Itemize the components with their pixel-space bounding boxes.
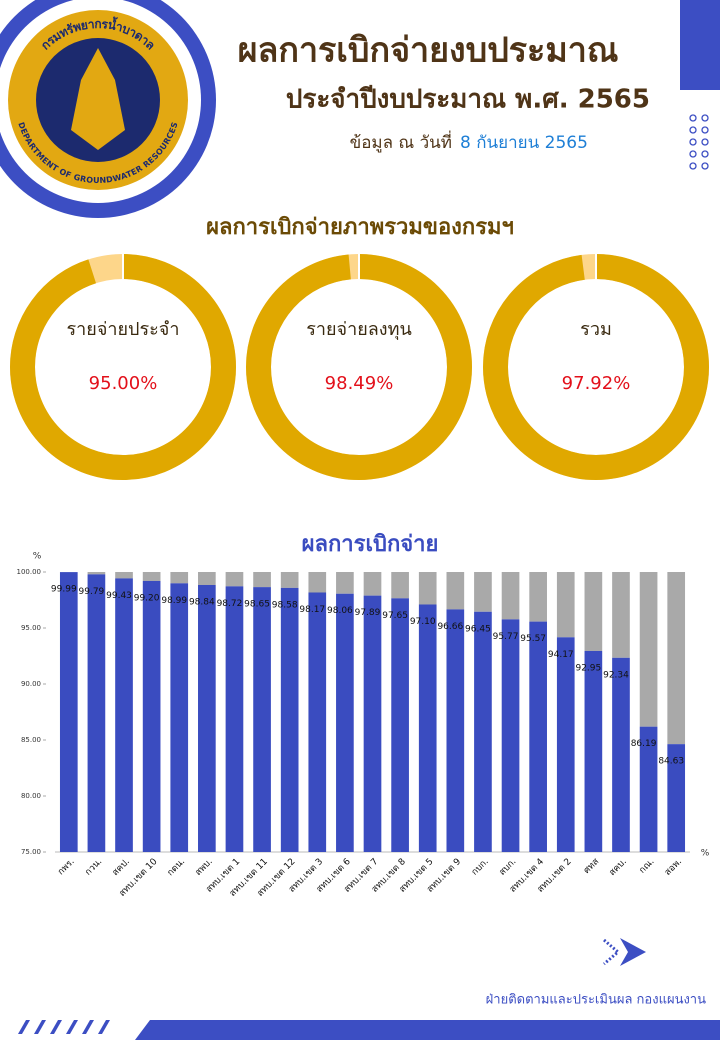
bar bbox=[556, 637, 575, 852]
bar-background bbox=[87, 572, 106, 575]
donut-label: รายจ่ายประจำ bbox=[67, 319, 180, 340]
data-label: 98.58 bbox=[272, 600, 298, 610]
y-tick-label: 100.00 bbox=[17, 568, 42, 576]
data-label: 98.72 bbox=[217, 599, 243, 609]
bar bbox=[446, 609, 465, 852]
data-label: 86.19 bbox=[631, 739, 657, 749]
y-tick-label: 75.00 bbox=[21, 848, 41, 856]
bar bbox=[170, 583, 189, 852]
donut-value: 95.00% bbox=[89, 373, 158, 394]
data-label: 99.79 bbox=[79, 587, 105, 597]
bar bbox=[474, 611, 492, 852]
bar bbox=[612, 657, 630, 852]
bar bbox=[639, 726, 658, 852]
data-label: 97.65 bbox=[382, 611, 408, 621]
bar-background bbox=[253, 572, 271, 588]
bar bbox=[308, 592, 327, 852]
data-label: 95.57 bbox=[520, 634, 546, 644]
section-title: ผลการเบิกจ่ายภาพรวมของกรมฯ bbox=[206, 215, 514, 240]
donut-value: 97.92% bbox=[562, 373, 631, 394]
data-label: 97.10 bbox=[410, 617, 436, 627]
bar-background bbox=[198, 572, 216, 585]
footer-text: ฝ่ายติดตามและประเมินผล กองแผนงาน bbox=[486, 993, 706, 1008]
bar bbox=[225, 586, 244, 852]
bar-background bbox=[446, 572, 465, 610]
bar-background bbox=[418, 572, 437, 605]
donut-label: รายจ่ายลงทุน bbox=[306, 319, 412, 340]
data-label: 92.34 bbox=[603, 670, 629, 680]
data-label: 96.66 bbox=[437, 622, 463, 632]
bar bbox=[87, 574, 106, 852]
donut-value: 98.49% bbox=[325, 373, 394, 394]
data-label: 99.20 bbox=[134, 593, 160, 603]
data-label: 98.17 bbox=[299, 605, 325, 615]
bar bbox=[59, 572, 78, 852]
y-tick-label: 85.00 bbox=[21, 736, 41, 744]
bar bbox=[584, 650, 603, 852]
bar-background bbox=[115, 572, 133, 579]
bar bbox=[115, 578, 133, 852]
bar-background bbox=[336, 572, 354, 594]
data-label: 98.65 bbox=[244, 600, 270, 610]
bar bbox=[667, 744, 686, 852]
y-tick-label: 95.00 bbox=[21, 624, 41, 632]
data-label: 84.63 bbox=[658, 757, 684, 767]
bar-background bbox=[280, 572, 299, 588]
date-prefix: ข้อมูล ณ วันที่ bbox=[350, 130, 452, 153]
x-axis-label: % bbox=[701, 849, 710, 859]
data-label: 98.84 bbox=[189, 597, 215, 607]
data-label: 94.17 bbox=[548, 650, 574, 660]
footer-slashes bbox=[18, 1020, 110, 1034]
bar bbox=[363, 595, 382, 852]
corner-stripe bbox=[680, 0, 720, 90]
bar bbox=[529, 621, 547, 852]
arrow-icon bbox=[603, 938, 646, 966]
bar-background bbox=[474, 572, 492, 612]
donut-label: รวม bbox=[580, 319, 612, 340]
bar-background bbox=[391, 572, 409, 599]
data-label: 98.99 bbox=[161, 596, 187, 606]
bar-background bbox=[308, 572, 327, 593]
dot-pattern bbox=[689, 114, 709, 170]
bar-background bbox=[170, 572, 189, 584]
bar-background bbox=[556, 572, 575, 638]
y-axis-label: % bbox=[33, 552, 42, 562]
bar-background bbox=[363, 572, 382, 596]
footer-band bbox=[135, 1020, 720, 1040]
data-label: 95.77 bbox=[493, 632, 519, 642]
bar bbox=[280, 587, 299, 852]
bar-background bbox=[584, 572, 603, 651]
bar bbox=[418, 604, 437, 852]
data-label: 99.99 bbox=[51, 585, 77, 595]
y-tick-label: 80.00 bbox=[21, 792, 41, 800]
bar bbox=[336, 593, 354, 852]
y-tick-label: 90.00 bbox=[21, 680, 41, 688]
data-label: 97.89 bbox=[355, 608, 381, 618]
bar bbox=[391, 598, 409, 852]
bar bbox=[142, 580, 161, 852]
bar bbox=[198, 584, 216, 852]
subtitle: ประจำปีงบประมาณ พ.ศ. 2565 bbox=[286, 85, 650, 115]
chart-title: ผลการเบิกจ่าย bbox=[302, 532, 439, 557]
bar-background bbox=[142, 572, 161, 581]
data-label: 98.06 bbox=[327, 606, 353, 616]
data-label: 99.43 bbox=[106, 591, 132, 601]
bar-background bbox=[501, 572, 520, 620]
bar-background bbox=[612, 572, 630, 658]
data-label: 96.45 bbox=[465, 624, 491, 634]
bar-background bbox=[529, 572, 547, 622]
title: ผลการเบิกจ่ายงบประมาณ bbox=[238, 31, 619, 71]
bar bbox=[501, 619, 520, 852]
date: 8 กันยายน 2565 bbox=[460, 133, 588, 153]
logo-emblem bbox=[71, 48, 125, 150]
bar-background bbox=[225, 572, 244, 587]
bar bbox=[253, 587, 271, 852]
bar-background bbox=[667, 572, 686, 745]
bar-background bbox=[639, 572, 658, 727]
data-label: 92.95 bbox=[575, 663, 601, 673]
